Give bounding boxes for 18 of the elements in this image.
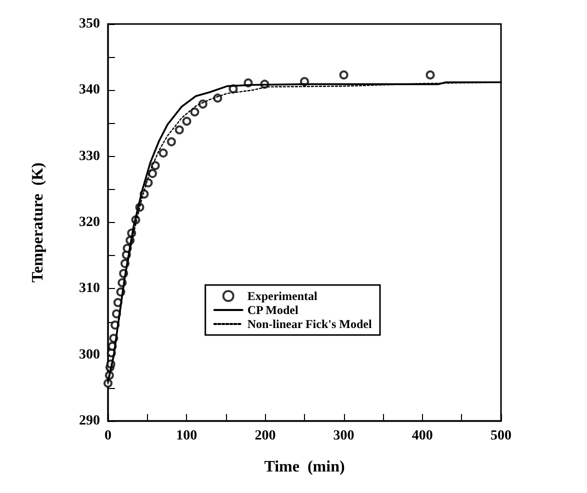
legend-label: CP Model <box>247 303 299 317</box>
x-tick-label: 200 <box>254 428 276 444</box>
x-tick-label: 100 <box>176 428 198 444</box>
y-tick-label: 330 <box>79 148 100 164</box>
y-tick-label: 350 <box>79 16 100 32</box>
y-tick-label: 340 <box>79 82 100 98</box>
x-tick-label: 300 <box>333 428 354 444</box>
x-tick-label: 400 <box>412 428 433 444</box>
y-tick-label: 320 <box>79 215 100 230</box>
y-tick-label: 310 <box>79 281 100 296</box>
x-axis-title: Time (min) <box>264 458 345 476</box>
legend-label: Experimental <box>247 289 318 303</box>
x-tick-label: 500 <box>490 428 512 444</box>
y-axis-title: Temperature (K) <box>30 162 46 282</box>
x-tick-label: 0 <box>104 428 112 444</box>
y-tick-label: 290 <box>79 414 100 428</box>
legend-label: Non-linear Fick's Model <box>247 317 372 331</box>
y-tick-label: 300 <box>79 347 100 362</box>
